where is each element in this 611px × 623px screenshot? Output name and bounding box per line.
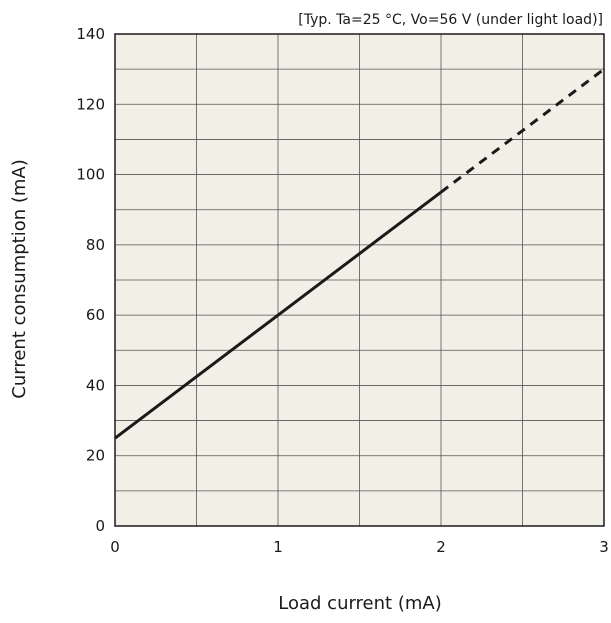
x-tick-label: 0 (110, 538, 120, 556)
series-line-extrapolated (440, 67, 605, 194)
y-axis: 0 20 40 60 80 100 120 140 (76, 25, 105, 535)
y-tick-label: 80 (86, 236, 105, 254)
series-line-measured (114, 190, 442, 440)
y-tick-label: 120 (76, 95, 105, 113)
x-axis-label: Load current (mA) (278, 593, 441, 614)
x-tick-label: 2 (436, 538, 446, 556)
x-tick-label: 3 (599, 538, 609, 556)
y-tick-label: 140 (76, 25, 105, 43)
y-tick-label: 100 (76, 166, 105, 184)
y-tick-label: 20 (86, 447, 105, 465)
x-tick-label: 1 (273, 538, 283, 556)
x-axis: 0 1 2 3 (110, 538, 609, 556)
y-tick-label: 0 (95, 517, 105, 535)
plot-frame (114, 33, 605, 527)
y-tick-label: 60 (86, 306, 105, 324)
series-lines (114, 67, 605, 440)
chart-note: [Typ. Ta=25 °C, Vo=56 V (under light loa… (298, 12, 603, 28)
y-tick-label: 40 (86, 376, 105, 394)
y-axis-label: Current consumption (mA) (9, 159, 30, 398)
